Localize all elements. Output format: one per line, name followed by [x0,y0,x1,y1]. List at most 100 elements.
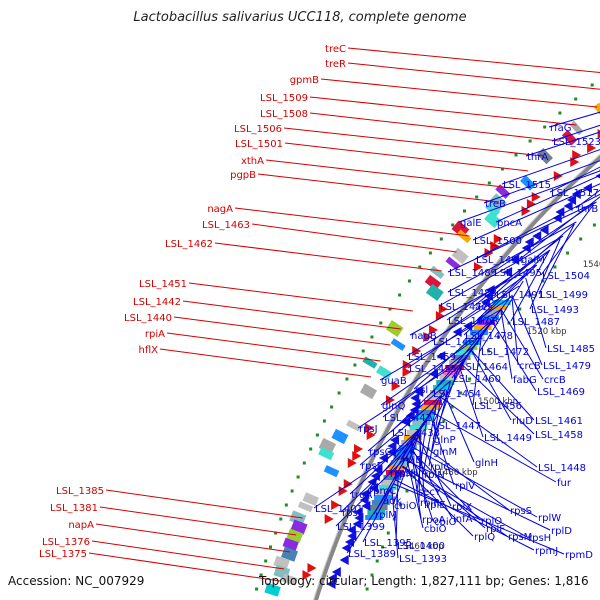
forward-gene-arrow [597,129,600,139]
gene-label-right: rpsM [508,532,532,543]
feature-block [378,485,397,490]
label-leader-line [411,447,453,519]
genome-summary: Topology: circular; Length: 1,827,111 bp… [259,574,589,588]
feature-block [421,405,439,410]
gene-label-left: LSL_1506 [234,124,282,135]
gene-label-right: LSL_1504 [542,271,590,282]
gene-label-left: LSL_1385 [56,486,104,497]
label-leader-line [494,223,575,295]
gc-dot [566,251,570,255]
label-leader-line [511,294,543,366]
gene-label-right: rluD [512,416,533,427]
label-leader-line [95,523,291,553]
forward-gene-arrow [324,514,334,524]
gene-label-right: rplM [375,510,397,521]
label-leader-line [416,420,427,492]
label-leader-line [472,334,482,406]
gene-label-right: rpsC [369,447,392,458]
forward-gene-arrow [473,262,483,272]
gc-dot [375,559,379,563]
gene-label-left: LSL_1381 [50,503,98,514]
forward-gene-arrow [402,367,412,377]
gene-label-right: thrA [527,152,548,163]
gene-label-right: rpmC [369,486,396,497]
gc-dot [553,265,557,269]
label-leader-line [472,183,600,241]
gene-label-left: pgpB [230,170,256,181]
gene-label-right: LSL_1489 [449,268,497,279]
forward-gene-arrow [343,479,353,489]
gene-label-right: LSL_1401 [315,504,363,515]
gc-dot [381,545,385,549]
gene-label-right: rpsS [510,506,532,517]
gc-dot [592,223,596,227]
gene-label-right: rfaG [550,123,572,134]
forward-gene-arrow [412,346,422,356]
label-leader-line [483,160,600,204]
gene-label-right: LSL_1499 [540,290,588,301]
gene-label-left: LSL_1501 [235,139,283,150]
feature-block [481,315,499,320]
feature-block [462,340,481,345]
gc-dot [259,573,263,577]
label-leader-line [538,223,575,295]
gc-dot [543,125,547,129]
forward-gene-arrow [391,381,401,391]
reverse-gene-arrow [567,195,577,205]
gene-label-right: LSL_1448 [538,463,586,474]
gene-label-right: LSL_1464 [460,362,508,373]
reverse-gene-arrow [346,525,356,535]
reverse-gene-arrow [331,567,341,577]
label-leader-line [458,170,600,223]
feature-block [473,325,492,330]
gc-dot [468,377,472,381]
feature-block [455,350,474,355]
gc-dot [370,573,374,577]
reverse-gene-arrow [410,393,420,403]
gc-dot [408,279,411,283]
feature-block [436,380,455,385]
gc-dot [428,251,432,255]
reverse-gene-arrow [483,291,493,301]
feature-block [362,356,378,369]
gene-label-right: glnP [434,435,456,446]
kbp-tick-label: 1540 kbp [583,260,600,270]
gene-label-right: LSL_1458 [535,430,583,441]
gene-label-left: LSL_1451 [139,279,187,290]
gene-label-right: truA [351,490,372,501]
gene-label-right: LSL_1500 [474,236,522,247]
gene-label-right: rplF [486,524,505,535]
label-leader-line [234,207,470,237]
reverse-gene-arrow [352,519,362,529]
feature-block [425,283,444,302]
forward-gene-arrow [526,199,536,209]
feature-block [488,305,507,310]
feature-block [365,515,384,520]
gc-dot [451,223,455,227]
feature-block [297,501,314,513]
forward-gene-arrow [531,192,541,202]
feature-block [359,383,378,400]
gc-dot [463,209,466,213]
gene-label-right: LSL_1523 [553,137,600,148]
gc-dot [475,195,479,199]
label-leader-line [446,249,551,321]
forward-gene-arrow [490,241,500,251]
feature-block [331,428,349,445]
label-leader-line [284,142,529,172]
feature-block [415,415,434,420]
forward-gene-arrow [352,451,362,461]
label-leader-line [447,221,577,293]
feature-block [520,175,536,191]
gc-dot [279,517,283,521]
gc-dot [579,237,583,241]
reverse-gene-arrow [563,201,573,211]
forward-gene-arrow [331,500,341,510]
forward-gene-arrow [572,150,582,160]
gene-label-right: infA [453,514,473,525]
gene-label-right: LSL_1400 [397,541,445,552]
gene-label-right: rpmJ [535,546,558,557]
feature-block [484,310,503,315]
gc-dot [255,587,259,591]
